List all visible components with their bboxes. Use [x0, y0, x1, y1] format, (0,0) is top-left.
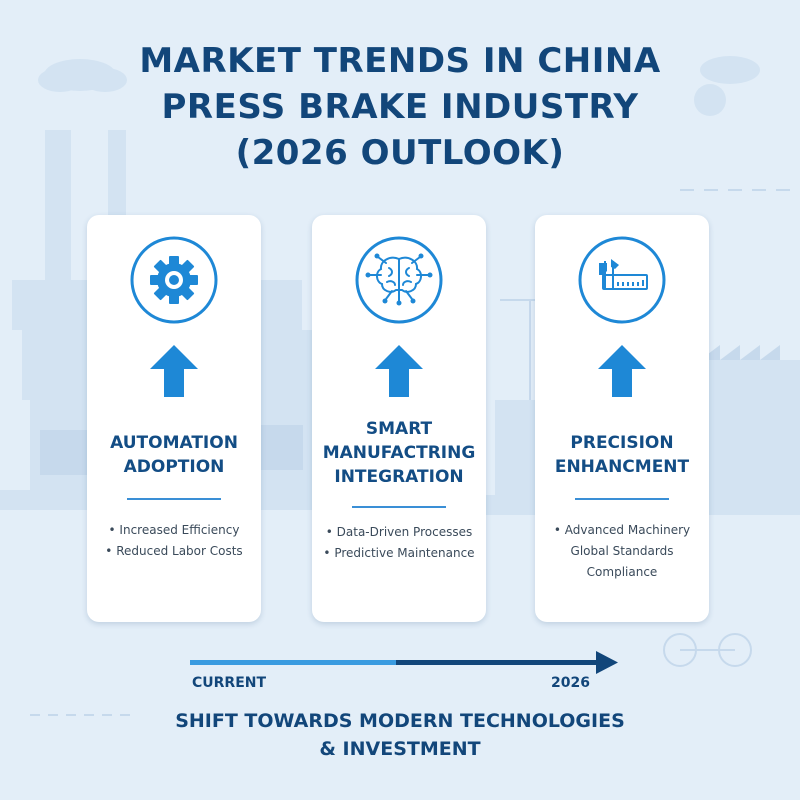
- card-title: AUTOMATION ADOPTION: [110, 433, 238, 477]
- gear-icon: [130, 236, 218, 324]
- trend-card-precision: PRECISION ENHANCMENT • Advanced Machiner…: [535, 215, 709, 622]
- bullet-item: Global Standards: [570, 544, 674, 558]
- up-arrow-icon: [375, 345, 423, 397]
- card-bullets: • Data-Driven Processes • Predictive Mai…: [312, 522, 486, 564]
- card-bullets: • Advanced Machinery Global Standards Co…: [535, 520, 709, 583]
- trend-card-automation: AUTOMATION ADOPTION • Increased Efficien…: [87, 215, 261, 622]
- up-arrow-icon: [150, 345, 198, 397]
- title-line-2: PRESS BRAKE INDUSTRY: [161, 87, 639, 127]
- card-bullets: • Increased Efficiency • Reduced Labor C…: [87, 520, 261, 562]
- card-title: SMART MANUFACTRING INTEGRATION: [322, 419, 476, 487]
- bullet-item: • Increased Efficiency: [108, 523, 240, 537]
- trend-card-smart-manufacturing: SMART MANUFACTRING INTEGRATION • Data-Dr…: [312, 215, 486, 622]
- bullet-item: • Data-Driven Processes: [325, 525, 473, 539]
- bullet-item: • Reduced Labor Costs: [105, 544, 243, 558]
- up-arrow-icon: [598, 345, 646, 397]
- title-line-1: MARKET TRENDS IN CHINA: [139, 41, 661, 81]
- bullet-item: • Advanced Machinery: [553, 523, 691, 537]
- card-divider: [127, 498, 221, 500]
- timeline-end-label: 2026: [551, 675, 590, 691]
- brain-circuit-icon: [355, 236, 443, 324]
- timeline-start-label: CURRENT: [192, 675, 267, 691]
- footer-caption: SHIFT TOWARDS MODERN TECHNOLOGIES & INVE…: [175, 710, 625, 760]
- page-title: MARKET TRENDS IN CHINA PRESS BRAKE INDUS…: [0, 38, 800, 176]
- caliper-icon: [578, 236, 666, 324]
- bullet-item: • Predictive Maintenance: [323, 546, 475, 560]
- timeline-arrow: [190, 651, 618, 674]
- card-title: PRECISION ENHANCMENT: [554, 433, 690, 477]
- bullet-item: Compliance: [586, 565, 658, 579]
- card-divider: [352, 506, 446, 508]
- card-divider: [575, 498, 669, 500]
- title-line-3: (2026 OUTLOOK): [235, 133, 565, 173]
